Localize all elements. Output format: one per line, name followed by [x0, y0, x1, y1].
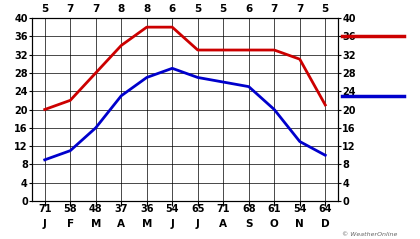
Text: M: M: [142, 219, 152, 229]
Text: 5: 5: [220, 4, 227, 14]
Text: 7: 7: [92, 4, 100, 14]
Text: O: O: [270, 219, 278, 229]
Text: 6: 6: [245, 4, 252, 14]
Text: F: F: [67, 219, 74, 229]
Text: 8: 8: [143, 4, 150, 14]
Text: 71: 71: [38, 204, 52, 214]
Text: 7: 7: [296, 4, 303, 14]
Text: A: A: [117, 219, 125, 229]
Text: 5: 5: [41, 4, 48, 14]
Text: 54: 54: [165, 204, 179, 214]
Text: 64: 64: [318, 204, 332, 214]
Text: 48: 48: [89, 204, 102, 214]
Text: 68: 68: [242, 204, 255, 214]
Text: 7: 7: [270, 4, 278, 14]
Text: 61: 61: [268, 204, 281, 214]
Text: M: M: [91, 219, 101, 229]
Text: 5: 5: [322, 4, 329, 14]
Text: © WeatherOnline: © WeatherOnline: [342, 232, 398, 237]
Text: 65: 65: [191, 204, 205, 214]
Text: J: J: [196, 219, 199, 229]
Text: 71: 71: [216, 204, 230, 214]
Text: D: D: [321, 219, 330, 229]
Text: 58: 58: [63, 204, 77, 214]
Text: 5: 5: [194, 4, 201, 14]
Text: 54: 54: [293, 204, 307, 214]
Text: A: A: [219, 219, 227, 229]
Text: 36: 36: [140, 204, 153, 214]
Text: 7: 7: [66, 4, 74, 14]
Text: 37: 37: [115, 204, 128, 214]
Text: J: J: [171, 219, 174, 229]
Text: J: J: [43, 219, 47, 229]
Text: 6: 6: [168, 4, 176, 14]
Text: 8: 8: [118, 4, 125, 14]
Text: S: S: [245, 219, 252, 229]
Text: N: N: [295, 219, 304, 229]
